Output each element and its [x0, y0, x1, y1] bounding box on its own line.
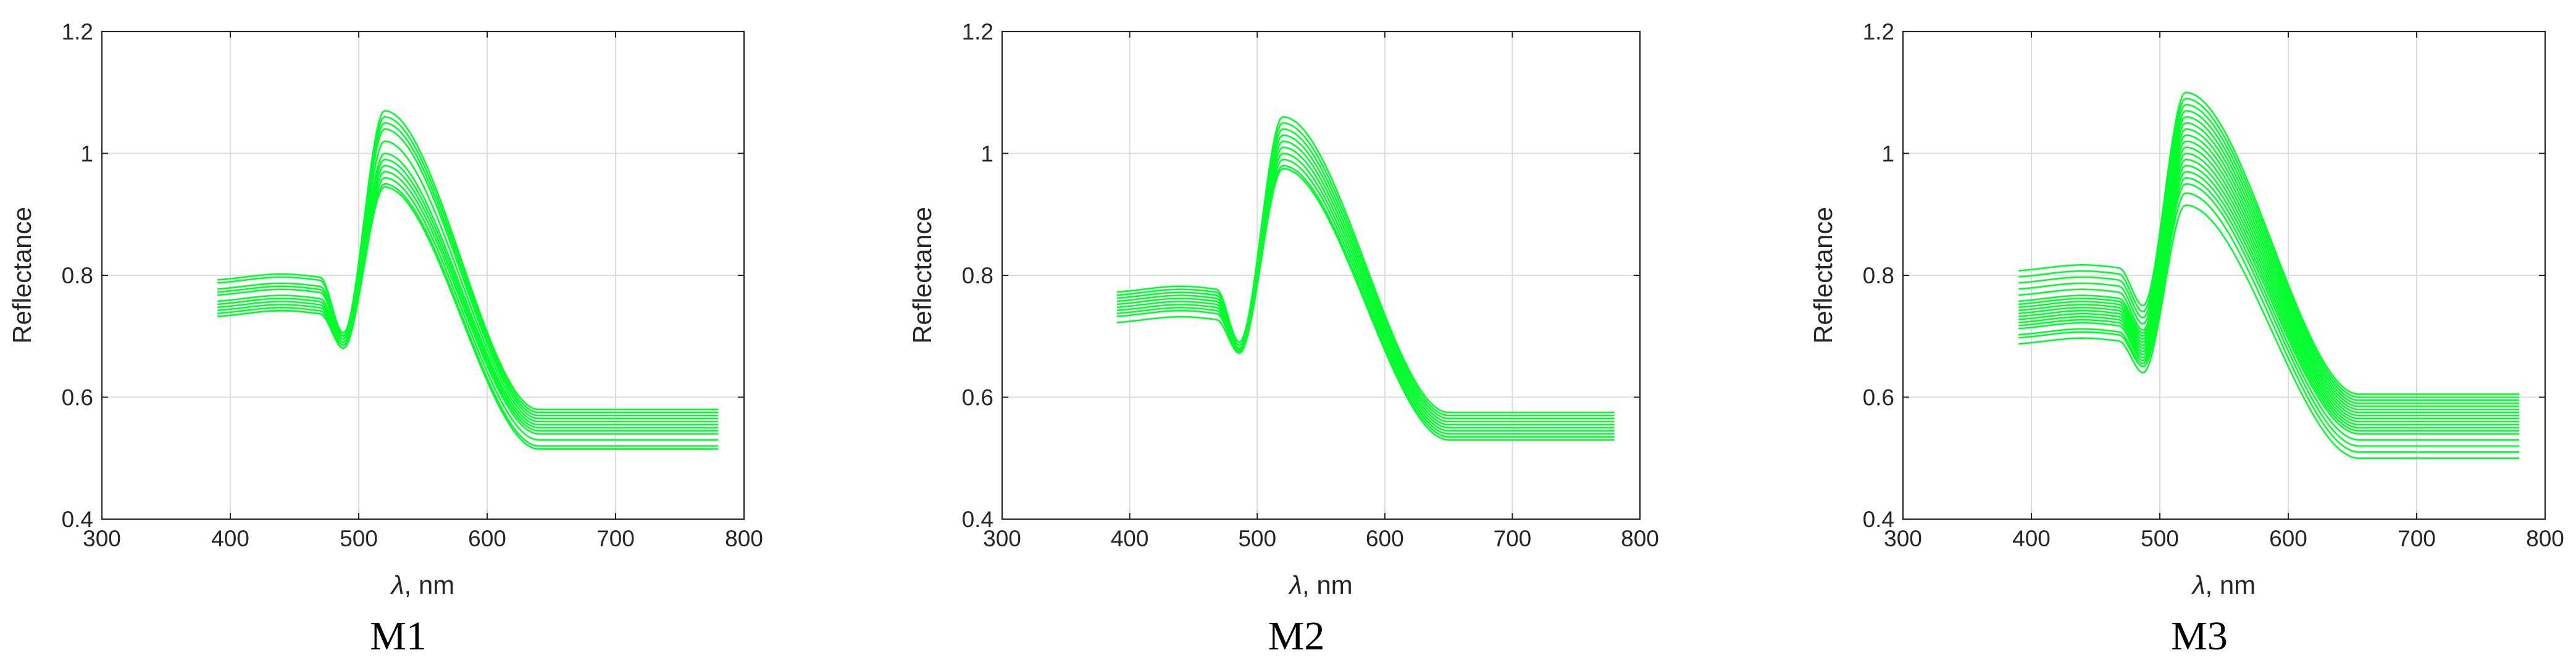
y-tick-label: 0.4: [1863, 507, 1894, 532]
series-line-s9: [1116, 165, 1615, 438]
series-line-s1: [1116, 116, 1615, 414]
y-tick-label: 1.2: [62, 19, 93, 44]
y-axis-label: Reflectance: [7, 207, 36, 344]
x-tick-label: 800: [2526, 526, 2564, 551]
x-tick-label: 500: [1238, 526, 1276, 551]
x-tick-label: 300: [83, 526, 121, 551]
x-tick-label: 300: [1884, 526, 1922, 551]
series-line-s5: [217, 140, 719, 423]
series-group: [1116, 116, 1615, 441]
x-tick-label: 700: [596, 526, 635, 551]
y-tick-label: 1: [80, 141, 93, 167]
x-tick-label: 400: [1111, 526, 1149, 551]
panel-label: M2: [1268, 614, 1325, 659]
series-line-s15: [2018, 177, 2520, 441]
chart-panel-m1: 300 400 500 600 700 800 0.4 0.6 0.8 1 1.2 λ, nm Refl…: [7, 19, 763, 659]
x-axis-label: λ, nm: [390, 570, 454, 599]
series-line-s3: [2018, 104, 2520, 401]
y-tick-label: 0.4: [962, 507, 993, 532]
series-line-s12: [2018, 159, 2520, 429]
y-tick-label: 0.6: [1863, 385, 1894, 411]
series-line-s5: [1116, 140, 1615, 426]
series-line-s6: [2018, 122, 2520, 411]
x-tick-label: 600: [1366, 526, 1404, 551]
series-line-s4: [2018, 110, 2520, 404]
x-axis-label-symbol: λ: [1288, 570, 1302, 599]
series-line-s18: [2018, 204, 2520, 459]
y-tick-label: 0.6: [62, 385, 93, 411]
series-group: [217, 110, 719, 450]
series-line-s1: [2018, 91, 2520, 395]
y-axis-label: Reflectance: [1809, 207, 1838, 344]
x-axis-label-symbol: λ: [2191, 570, 2206, 599]
panel-label: M1: [370, 614, 427, 659]
y-tick-label: 0.8: [962, 263, 993, 288]
x-tick-label: 400: [2012, 526, 2051, 551]
x-tick-label: 400: [211, 526, 249, 551]
y-tick-label: 1: [1881, 141, 1894, 167]
y-tick-label: 0.8: [62, 263, 93, 288]
series-line-s5: [2018, 116, 2520, 407]
series-line-s4: [217, 128, 719, 420]
series-line-s7: [217, 159, 719, 429]
x-tick-label: 800: [1621, 526, 1659, 551]
series-line-s1: [217, 110, 719, 411]
x-tick-label: 500: [340, 526, 378, 551]
series-line-s12: [217, 186, 719, 450]
series-line-s2: [217, 116, 719, 414]
series-line-s7: [2018, 128, 2520, 414]
series-line-s7: [1116, 152, 1615, 432]
series-line-s6: [217, 152, 719, 426]
x-tick-label: 600: [468, 526, 506, 551]
panel-label: M3: [2171, 614, 2228, 659]
y-axis-label: Reflectance: [908, 207, 937, 344]
x-tick-label: 500: [2141, 526, 2179, 551]
x-tick-label: 600: [2269, 526, 2307, 551]
series-line-s8: [2018, 134, 2520, 417]
series-line-s17: [2018, 192, 2520, 453]
x-axis-label: λ, nm: [2191, 570, 2256, 599]
x-axis-label-unit: , nm: [1302, 570, 1353, 599]
series-line-s14: [2018, 170, 2520, 435]
series-line-s10: [1116, 167, 1615, 441]
y-tick-label: 1: [981, 141, 993, 167]
series-line-s2: [2018, 98, 2520, 398]
chart-panel-m2: 300 400 500 600 700 800 0.4 0.6 0.8 1 1.2 λ, nm Refl…: [908, 19, 1659, 659]
x-tick-label: 800: [725, 526, 763, 551]
series-line-s8: [217, 165, 719, 432]
series-line-s8: [1116, 159, 1615, 435]
series-line-s9: [2018, 140, 2520, 420]
series-line-s11: [2018, 152, 2520, 426]
y-tick-label: 1.2: [1863, 19, 1894, 44]
series-line-s6: [1116, 146, 1615, 429]
x-axis-label: λ, nm: [1288, 570, 1352, 599]
x-tick-label: 300: [983, 526, 1021, 551]
series-line-s3: [1116, 128, 1615, 420]
series-line-s9: [217, 170, 719, 435]
x-tick-label: 700: [2398, 526, 2436, 551]
x-axis-label-symbol: λ: [390, 570, 404, 599]
series-line-s3: [217, 122, 719, 417]
series-line-s10: [217, 177, 719, 441]
series-line-s16: [2018, 183, 2520, 447]
x-axis-label-unit: , nm: [2205, 570, 2256, 599]
chart-panel-m3: 300 400 500 600 700 800 0.4 0.6 0.8 1 1.2 λ, nm Refl…: [1809, 19, 2564, 659]
series-line-s10: [2018, 146, 2520, 423]
x-tick-label: 700: [1494, 526, 1532, 551]
series-line-s13: [2018, 165, 2520, 432]
y-tick-label: 0.6: [962, 385, 993, 411]
y-tick-label: 0.8: [1863, 263, 1894, 288]
y-tick-label: 1.2: [962, 19, 993, 44]
series-line-s4: [1116, 134, 1615, 423]
x-axis-label-unit: , nm: [404, 570, 454, 599]
series-group: [2018, 91, 2520, 459]
series-line-s2: [1116, 122, 1615, 417]
y-tick-label: 0.4: [62, 507, 93, 532]
